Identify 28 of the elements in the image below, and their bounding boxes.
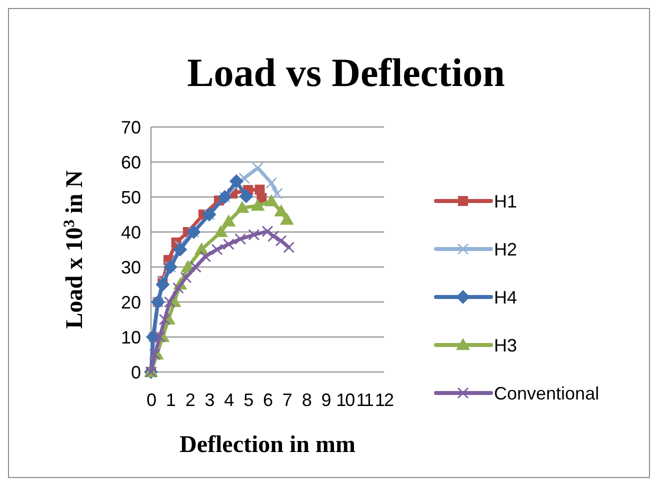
y-tick-label: 70 [120, 117, 141, 138]
x-tick-label: 0 [146, 390, 156, 410]
y-tick-label: 60 [120, 152, 141, 172]
x-tick-label: 8 [302, 390, 312, 410]
x-tick-label: 12 [374, 390, 394, 410]
x-tick-label: 9 [321, 390, 332, 410]
x-tick-label: 2 [185, 390, 196, 410]
y-tick-label: 20 [120, 292, 141, 312]
legend-label: H1 [494, 191, 518, 212]
x-tick-label: 5 [244, 390, 254, 410]
x-tick-label: 10 [336, 390, 356, 410]
x-tick-label: 3 [204, 390, 215, 410]
x-tick-label: 11 [356, 390, 374, 410]
legend-label: H3 [494, 335, 518, 356]
legend-label: H2 [494, 239, 518, 260]
legend-label: H4 [494, 287, 518, 308]
y-tick-label: 10 [120, 327, 141, 348]
y-tick-label: 0 [130, 362, 141, 382]
x-tick-label: 7 [282, 390, 292, 410]
x-tick-label: 6 [262, 390, 273, 410]
y-tick-label: 50 [120, 187, 141, 208]
x-axis-title: Deflection in mm [180, 432, 356, 458]
x-tick-label: 4 [224, 390, 234, 410]
legend-label: Conventional [494, 383, 600, 404]
x-tick-label: 1 [166, 390, 176, 410]
y-tick-label: 30 [120, 257, 141, 278]
chart-title: Load vs Deflection [187, 50, 505, 95]
y-tick-label: 40 [120, 222, 141, 242]
